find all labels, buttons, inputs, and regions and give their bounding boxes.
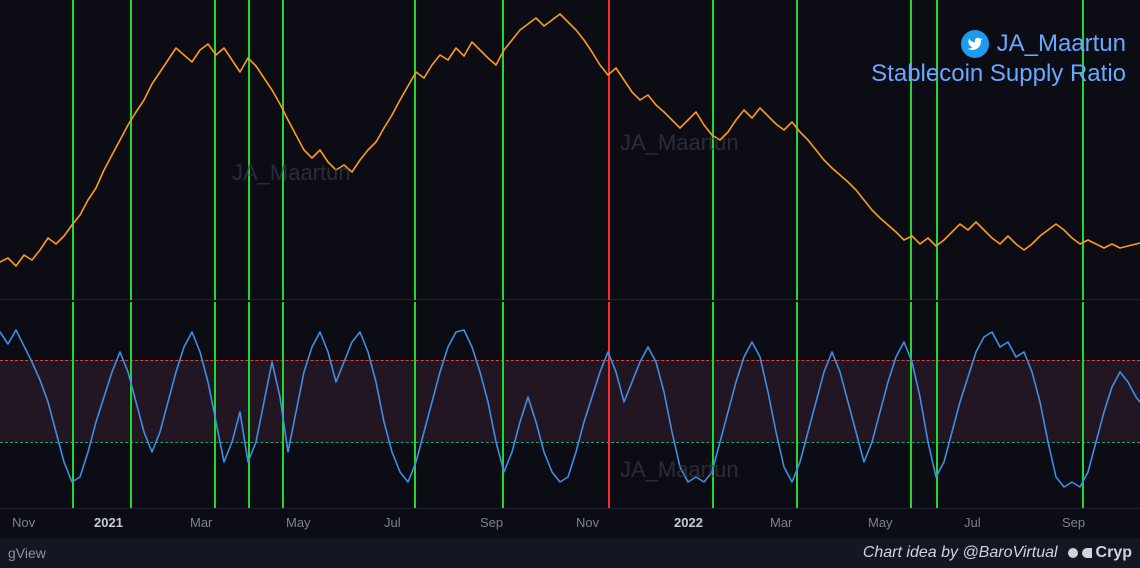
chart-container: JA_Maartun JA_Maartun JA_Maartun Stablec… — [0, 0, 1140, 568]
oscillator-line — [0, 302, 1140, 508]
x-tick-label: May — [868, 515, 893, 530]
upper-pane[interactable]: JA_Maartun JA_Maartun JA_Maartun Stablec… — [0, 0, 1140, 300]
x-axis: Nov 2021 Mar May Jul Sep Nov 2022 Mar May Jul Sep — [0, 508, 1140, 538]
footer-bar: gView Chart idea by @BaroVirtual Cryp — [0, 538, 1140, 568]
x-tick-label: 2021 — [94, 515, 123, 530]
x-tick-label: Sep — [480, 515, 503, 530]
x-tick-label: Jul — [964, 515, 981, 530]
chart-credit: Chart idea by @BaroVirtual — [863, 544, 1058, 562]
ssr-price-line — [0, 0, 1140, 300]
brand-text: Cryp — [1096, 544, 1132, 562]
x-tick-label: Mar — [770, 515, 792, 530]
platform-label: gView — [8, 545, 46, 561]
x-tick-label: 2022 — [674, 515, 703, 530]
x-tick-label: Jul — [384, 515, 401, 530]
x-tick-label: Mar — [190, 515, 212, 530]
lower-pane[interactable]: JA_Maartun — [0, 302, 1140, 508]
x-tick-label: May — [286, 515, 311, 530]
brand-logo-icon: Cryp — [1068, 544, 1132, 562]
x-tick-label: Nov — [12, 515, 35, 530]
x-tick-label: Sep — [1062, 515, 1085, 530]
x-tick-label: Nov — [576, 515, 599, 530]
